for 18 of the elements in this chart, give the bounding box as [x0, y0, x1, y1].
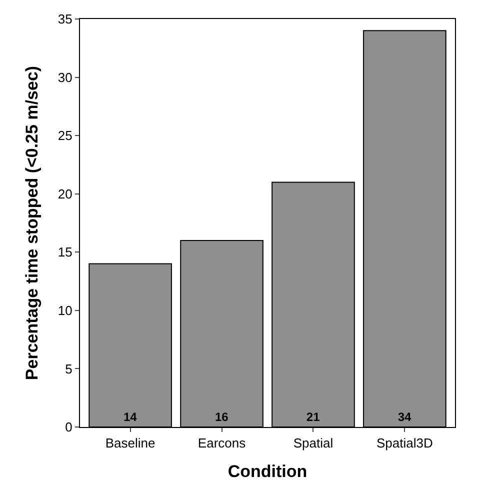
y-tick-label: 35 [58, 12, 72, 27]
x-tick-label: Spatial [293, 436, 334, 451]
x-axis-title: Condition [228, 462, 308, 481]
data-label: 21 [306, 410, 320, 424]
data-label: 14 [123, 410, 138, 424]
x-tick-label: Baseline [105, 436, 156, 451]
data-label: 16 [214, 410, 229, 424]
y-tick-label: 25 [58, 128, 72, 144]
y-tick-label: 10 [58, 302, 72, 318]
x-tick-label: Spatial3D [376, 436, 433, 451]
x-tick-label: Earcons [198, 436, 246, 451]
y-tick-label: 5 [65, 361, 72, 376]
y-tick-label: 0 [65, 420, 72, 435]
y-tick-label: 30 [58, 70, 72, 85]
data-label: 34 [398, 410, 412, 424]
y-tick-label: 20 [58, 186, 72, 202]
y-tick-label: 15 [58, 244, 72, 260]
y-axis-title: Percentage time stopped (<0.25 m/sec) [22, 66, 42, 380]
